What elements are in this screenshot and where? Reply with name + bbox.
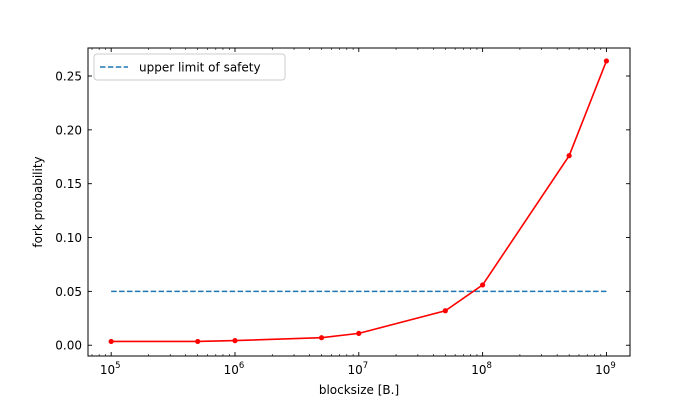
- data-point: [318, 335, 325, 341]
- data-point: [108, 338, 114, 345]
- plot-area: [108, 58, 610, 345]
- x-axis-label: blocksize [B.]: [319, 383, 399, 397]
- data-point: [232, 338, 238, 344]
- legend-label-upper-limit: upper limit of safety: [139, 61, 261, 75]
- data-point: [480, 282, 486, 288]
- y-tick-label: 0.10: [55, 231, 82, 245]
- data-point: [195, 338, 201, 345]
- data-point: [356, 330, 362, 336]
- y-tick-label: 0.20: [55, 123, 82, 137]
- y-tick-label: 0.25: [55, 70, 82, 84]
- data-point: [442, 308, 448, 314]
- y-tick-label: 0.05: [55, 285, 82, 299]
- y-tick-label: 0.00: [55, 339, 82, 353]
- y-tick-label: 0.15: [55, 177, 82, 191]
- legend-box: [93, 53, 286, 81]
- data-point: [566, 153, 572, 159]
- data-point: [603, 58, 610, 64]
- y-axis-label: fork probability: [31, 156, 45, 247]
- legend: upper limit of safety: [93, 53, 286, 81]
